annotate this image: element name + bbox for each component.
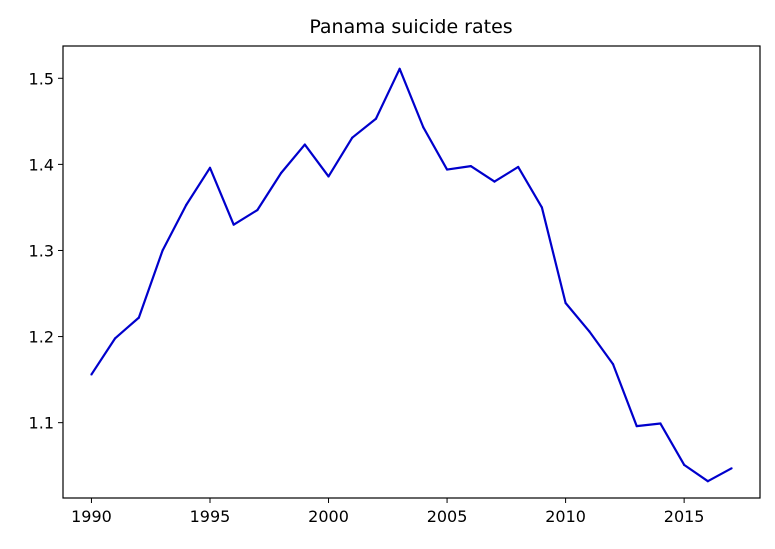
- data-point: [517, 165, 520, 169]
- x-tick-label: 1995: [190, 507, 231, 526]
- y-tick-label: 1.3: [29, 241, 54, 260]
- chart-title: Panama suicide rates: [309, 16, 512, 38]
- x-tick-label: 2010: [545, 507, 586, 526]
- data-point: [422, 126, 425, 129]
- data-point: [564, 301, 567, 305]
- data-point: [327, 175, 330, 178]
- data-point: [445, 168, 449, 171]
- data-point: [161, 249, 164, 252]
- data-point: [280, 171, 283, 175]
- data-point: [232, 223, 235, 226]
- data-point: [90, 373, 93, 376]
- data-point: [469, 165, 472, 168]
- data-point: [706, 480, 709, 483]
- data-point: [185, 203, 188, 206]
- data-point: [137, 316, 140, 319]
- x-tick-label: 2005: [427, 507, 468, 526]
- data-point: [635, 425, 638, 428]
- data-point: [374, 117, 378, 120]
- data-point: [611, 363, 615, 366]
- data-point: [683, 463, 686, 466]
- y-tick-label: 1.5: [29, 69, 54, 88]
- data-point: [256, 208, 259, 212]
- data-point: [303, 143, 306, 146]
- data-point: [588, 330, 591, 333]
- data-point: [730, 467, 733, 470]
- y-tick-label: 1.4: [29, 155, 54, 174]
- y-tick-label: 1.2: [29, 328, 54, 347]
- series-layer: [90, 67, 733, 483]
- data-point: [208, 166, 212, 169]
- axis-ticks: 1990 1995 2000 2005 2010 2015 1.1 1.2 1.3 1.4 1.5: [29, 69, 705, 526]
- data-point: [114, 337, 117, 340]
- data-point: [540, 206, 543, 209]
- x-tick-label: 1990: [71, 507, 112, 526]
- x-tick-label: 2000: [308, 507, 349, 526]
- data-point: [659, 422, 662, 425]
- x-tick-label: 2015: [664, 507, 705, 526]
- plot-area-frame: [62, 45, 761, 499]
- y-tick-label: 1.1: [29, 414, 54, 433]
- data-point: [493, 180, 496, 183]
- series-line: [90, 67, 733, 483]
- data-point: [398, 67, 401, 70]
- data-point: [351, 136, 354, 139]
